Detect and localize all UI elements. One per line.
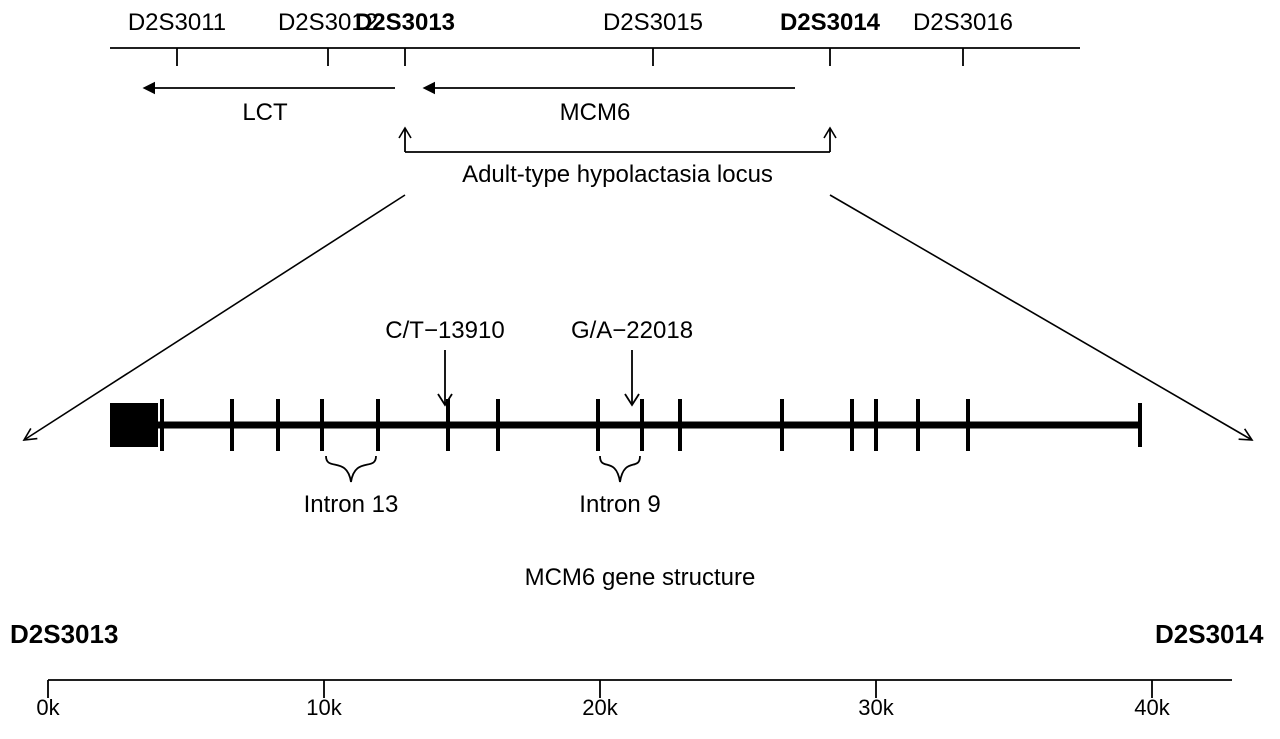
end-marker-right: D2S3014 — [1155, 619, 1264, 649]
snp-label: C/T−13910 — [385, 317, 504, 344]
marker-label: D2S3016 — [913, 9, 1013, 36]
marker-label: D2S3011 — [128, 9, 226, 36]
structure-title: MCM6 gene structure — [525, 564, 756, 591]
zoom-arrowhead — [1239, 429, 1252, 440]
scale-label: 40k — [1134, 695, 1170, 720]
marker-label: D2S3015 — [603, 9, 703, 36]
zoom-line — [24, 195, 405, 440]
scale-label: 0k — [36, 695, 60, 720]
intron-label: Intron 13 — [304, 491, 399, 518]
locus-label: Adult-type hypolactasia locus — [462, 161, 773, 188]
scale-label: 30k — [858, 695, 894, 720]
intron-brace — [326, 456, 376, 482]
marker-label: D2S3013 — [355, 9, 455, 36]
intron-brace — [600, 456, 640, 482]
intron-label: Intron 9 — [579, 491, 660, 518]
utr-box — [110, 403, 158, 447]
marker-label: D2S3014 — [780, 9, 881, 36]
gene-label: MCM6 — [560, 99, 631, 126]
snp-label: G/A−22018 — [571, 317, 693, 344]
scale-label: 10k — [306, 695, 342, 720]
end-marker-left: D2S3013 — [10, 619, 118, 649]
scale-label: 20k — [582, 695, 618, 720]
gene-label: LCT — [242, 99, 288, 126]
zoom-line — [830, 195, 1252, 440]
